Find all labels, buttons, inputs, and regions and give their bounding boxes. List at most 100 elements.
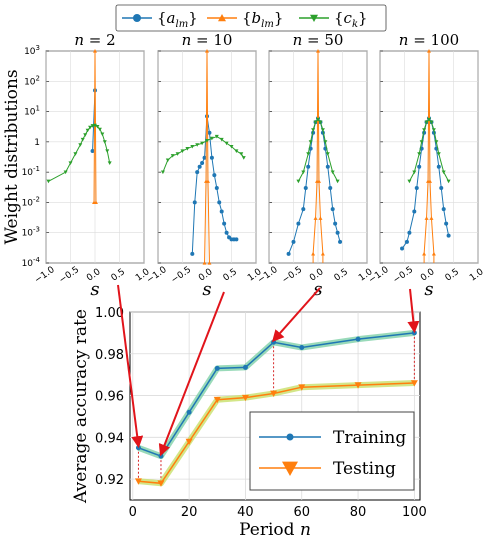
accuracy-xtick-label: 80 bbox=[350, 505, 367, 520]
data-point bbox=[185, 146, 190, 151]
data-point bbox=[320, 128, 325, 132]
data-point bbox=[217, 200, 222, 205]
data-point bbox=[333, 221, 338, 226]
data-point bbox=[335, 230, 340, 235]
weight-xtick-label: 1.0 bbox=[468, 267, 486, 284]
data-point bbox=[107, 161, 112, 166]
accuracy-xtick-label: 20 bbox=[181, 505, 198, 520]
data-point bbox=[311, 251, 316, 256]
data-point bbox=[410, 380, 418, 387]
data-point bbox=[209, 136, 214, 141]
data-point bbox=[412, 170, 417, 175]
data-point bbox=[105, 149, 110, 153]
legend-marker bbox=[218, 14, 226, 22]
data-point bbox=[207, 261, 212, 265]
legend-marker bbox=[133, 14, 141, 22]
data-point bbox=[212, 173, 217, 178]
weight-xtick-label: 0.5 bbox=[444, 267, 461, 283]
subplot-title: n = 50 bbox=[293, 31, 344, 49]
data-point bbox=[192, 200, 197, 205]
data-point bbox=[213, 396, 221, 404]
accuracy-xtick-label: 40 bbox=[237, 505, 254, 520]
data-point bbox=[90, 124, 95, 128]
data-point bbox=[202, 155, 207, 160]
legend-label: Testing bbox=[333, 459, 396, 479]
data-point bbox=[270, 390, 278, 397]
data-point bbox=[186, 409, 192, 415]
data-point bbox=[242, 364, 248, 370]
connection-arrows bbox=[117, 284, 420, 457]
data-point bbox=[355, 336, 361, 342]
data-point bbox=[222, 221, 227, 226]
data-point bbox=[434, 140, 439, 144]
data-point bbox=[224, 141, 229, 146]
data-point bbox=[417, 152, 422, 156]
accuracy-xtick-label: 100 bbox=[402, 505, 427, 520]
data-point bbox=[318, 216, 323, 220]
data-point bbox=[207, 130, 212, 135]
weight-xtick-label: −0.5 bbox=[392, 265, 416, 286]
data-point bbox=[325, 164, 330, 169]
weight-x-axis-label: s bbox=[424, 279, 433, 300]
data-point bbox=[165, 158, 170, 163]
data-point bbox=[306, 164, 311, 169]
data-point bbox=[318, 120, 323, 125]
legend-marker bbox=[310, 14, 318, 22]
weight-xtick-label: −1.0 bbox=[367, 265, 391, 286]
data-point bbox=[135, 445, 141, 451]
weight-xtick-label: −1.0 bbox=[145, 265, 169, 286]
data-point bbox=[100, 132, 105, 137]
data-point bbox=[241, 394, 249, 402]
data-point bbox=[205, 49, 209, 53]
data-point bbox=[157, 480, 165, 487]
data-point bbox=[170, 154, 175, 158]
weight-ytick-label: 102 bbox=[24, 74, 40, 87]
data-point bbox=[46, 179, 51, 184]
data-point bbox=[234, 237, 239, 242]
weight-xtick-label: −0.5 bbox=[281, 265, 305, 286]
data-point bbox=[422, 251, 427, 256]
data-point bbox=[431, 251, 436, 256]
data-point bbox=[158, 453, 164, 459]
data-point bbox=[219, 209, 224, 214]
legend-accuracy: Training Testing bbox=[249, 411, 415, 491]
weight-xtick-label: −1.0 bbox=[33, 265, 57, 286]
data-point bbox=[301, 207, 306, 212]
weight-ytick-label: 1 bbox=[34, 138, 40, 148]
data-point bbox=[417, 164, 422, 169]
data-point bbox=[296, 179, 301, 184]
data-point bbox=[316, 179, 321, 183]
data-point bbox=[219, 137, 224, 142]
weight-xtick-label: 0.5 bbox=[110, 267, 127, 283]
data-point bbox=[446, 179, 451, 184]
weight-ytick-label: 10-4 bbox=[22, 256, 41, 269]
data-point bbox=[414, 185, 419, 190]
data-point bbox=[95, 124, 100, 129]
data-point bbox=[444, 221, 449, 226]
data-point bbox=[185, 438, 193, 446]
data-point bbox=[313, 216, 318, 220]
data-point bbox=[229, 144, 234, 149]
data-point bbox=[400, 246, 405, 251]
accuracy-ytick-label: 1.00 bbox=[95, 306, 124, 321]
highlight-arrow bbox=[407, 288, 420, 334]
data-point bbox=[205, 179, 210, 183]
data-point bbox=[73, 152, 78, 156]
data-point bbox=[303, 185, 308, 190]
data-point bbox=[404, 239, 409, 244]
data-point bbox=[427, 49, 431, 53]
data-point bbox=[93, 49, 97, 53]
weight-ytick-label: 103 bbox=[24, 44, 40, 57]
data-point bbox=[296, 221, 301, 226]
data-point bbox=[325, 152, 330, 156]
data-point bbox=[407, 230, 412, 235]
data-point bbox=[301, 170, 306, 175]
legend-box bbox=[115, 4, 387, 32]
legend-marker bbox=[286, 433, 294, 441]
data-point bbox=[306, 152, 311, 156]
data-point bbox=[422, 128, 427, 132]
data-point bbox=[63, 170, 68, 175]
data-point bbox=[93, 123, 97, 128]
weight-ytick-label: 10-2 bbox=[22, 195, 40, 208]
data-point bbox=[190, 251, 195, 256]
